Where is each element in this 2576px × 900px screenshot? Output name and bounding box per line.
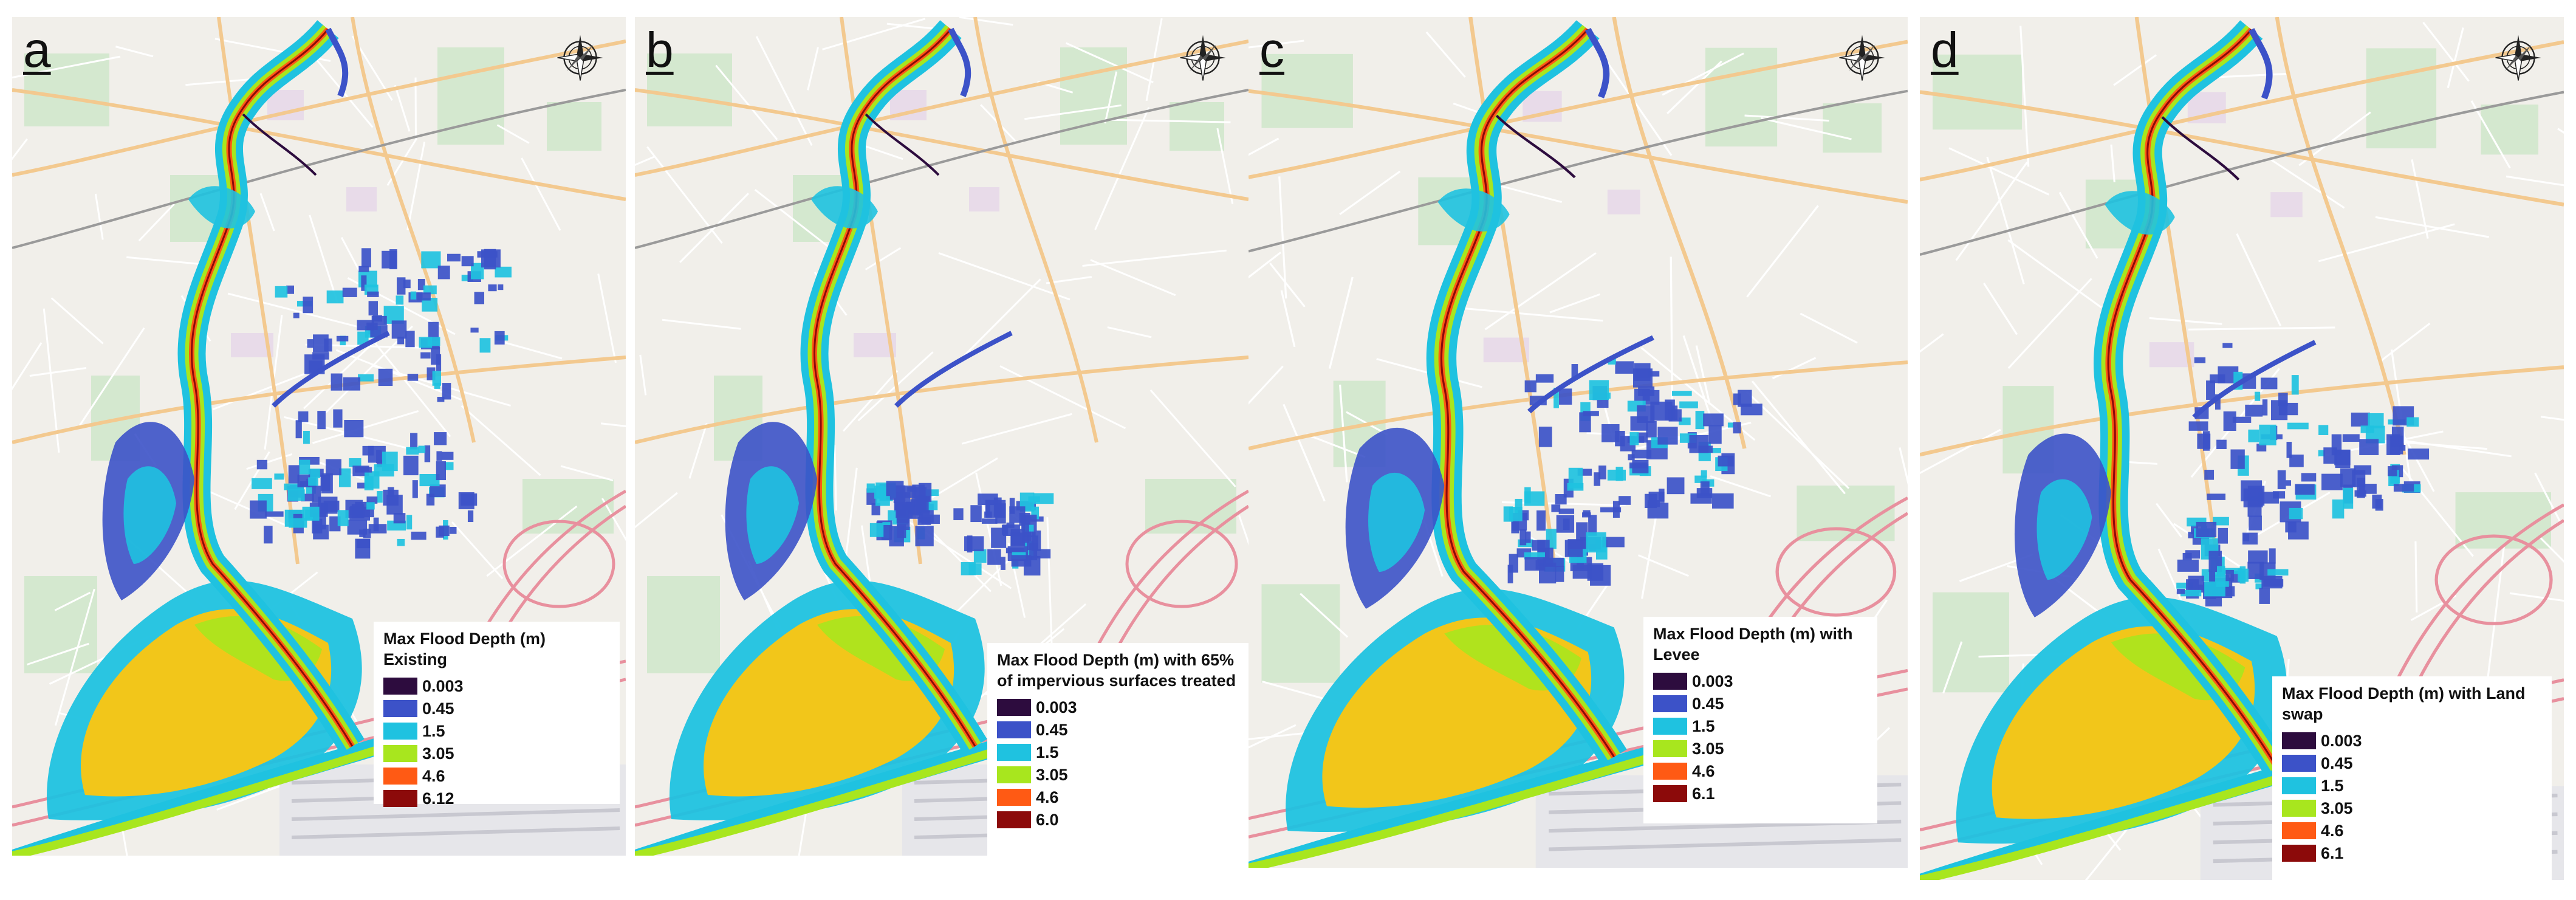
- legend-row: 0.45: [1653, 693, 1868, 715]
- legend-value: 0.45: [2321, 754, 2353, 772]
- legend-a: Max Flood Depth (m) Existing 0.003 0.45 1.…: [374, 622, 620, 808]
- legend-value: 4.6: [1692, 761, 1715, 780]
- legend-value: 0.45: [1692, 694, 1724, 713]
- legend-row: 0.45: [2282, 752, 2542, 775]
- legend-row: 0.003: [997, 696, 1239, 719]
- legend-value: 4.6: [2321, 821, 2344, 840]
- legend-title-c: Max Flood Depth (m) with Levee: [1653, 625, 1853, 664]
- legend-swatch: [2282, 845, 2316, 862]
- legend-row: 0.45: [383, 698, 610, 720]
- legend-value: 0.45: [422, 699, 454, 718]
- legend-row: 1.5: [1653, 715, 1868, 738]
- legend-swatch: [1653, 718, 1687, 735]
- legend-swatch: [2282, 777, 2316, 794]
- legend-row: 6.1: [2282, 842, 2542, 865]
- legend-row: 4.6: [2282, 820, 2542, 842]
- legend-swatch: [997, 699, 1031, 716]
- legend-value: 0.45: [1036, 720, 1068, 739]
- legend-row: 0.003: [383, 675, 610, 698]
- legend-swatch: [1653, 785, 1687, 802]
- legend-swatch: [383, 700, 417, 717]
- map-panel-a: a Max Flood Depth (m) Existing 0.003 0.45…: [12, 17, 626, 856]
- legend-swatch: [2282, 822, 2316, 839]
- legend-swatch: [2282, 732, 2316, 749]
- legend-swatch: [997, 744, 1031, 761]
- legend-value: 3.05: [2321, 799, 2353, 817]
- legend-swatch: [383, 790, 417, 807]
- basemap-c: [1249, 17, 1908, 868]
- legend-swatch: [997, 811, 1031, 828]
- basemap-b: [635, 17, 1249, 856]
- map-panel-b: b Max Flood Depth (m) with 65% of imperv…: [635, 17, 1249, 856]
- panel-label-c: c: [1259, 22, 1284, 78]
- legend-swatch: [1653, 695, 1687, 712]
- legend-b: Max Flood Depth (m) with 65% of impervio…: [987, 643, 1249, 856]
- legend-row: 0.003: [1653, 670, 1868, 693]
- panel-label-d: d: [1931, 22, 1959, 78]
- legend-title-b: Max Flood Depth (m) with 65% of impervio…: [997, 651, 1236, 690]
- legend-value: 3.05: [1036, 765, 1068, 784]
- legend-row: 0.003: [2282, 730, 2542, 752]
- legend-row: 6.12: [383, 788, 610, 810]
- legend-row: 1.5: [997, 741, 1239, 764]
- legend-value: 4.6: [422, 766, 445, 785]
- legend-value: 4.6: [1036, 788, 1059, 806]
- basemap-a: [12, 17, 626, 856]
- legend-row: 1.5: [2282, 775, 2542, 797]
- legend-swatch: [383, 678, 417, 695]
- legend-value: 1.5: [1036, 743, 1059, 761]
- legend-value: 6.1: [1692, 784, 1715, 803]
- legend-row: 4.6: [383, 765, 610, 788]
- legend-swatch: [383, 723, 417, 740]
- compass-rose-icon: [1839, 35, 1885, 81]
- compass-rose-icon: [2495, 35, 2541, 81]
- legend-swatch: [997, 721, 1031, 738]
- compass-rose-icon: [1180, 35, 1226, 81]
- legend-swatch: [383, 768, 417, 785]
- legend-row: 4.6: [1653, 760, 1868, 783]
- legend-row: 3.05: [1653, 738, 1868, 760]
- legend-title-a: Max Flood Depth (m) Existing: [383, 630, 546, 668]
- legend-swatch: [997, 789, 1031, 806]
- map-panel-c: c Max Flood Depth (m) with Levee 0.003 0.…: [1249, 17, 1908, 868]
- panel-label-b: b: [646, 22, 674, 78]
- legend-value: 0.003: [1036, 698, 1077, 716]
- legend-value: 3.05: [422, 744, 454, 763]
- legend-swatch: [1653, 740, 1687, 757]
- legend-swatch: [1653, 673, 1687, 690]
- legend-row: 6.0: [997, 809, 1239, 831]
- legend-title-d: Max Flood Depth (m) with Land swap: [2282, 684, 2526, 723]
- legend-swatch: [1653, 763, 1687, 780]
- panel-label-a: a: [23, 22, 51, 78]
- legend-row: 3.05: [383, 743, 610, 765]
- map-panel-d: d Max Flood Depth (m) with Land swap 0.0…: [1920, 17, 2564, 880]
- compass-rose-icon: [557, 35, 603, 81]
- legend-row: 1.5: [383, 720, 610, 743]
- legend-d: Max Flood Depth (m) with Land swap 0.003…: [2272, 676, 2552, 880]
- legend-value: 3.05: [1692, 739, 1724, 758]
- legend-swatch: [997, 766, 1031, 783]
- legend-value: 0.003: [422, 676, 464, 695]
- legend-row: 4.6: [997, 786, 1239, 809]
- legend-value: 1.5: [2321, 776, 2344, 795]
- legend-swatch: [383, 745, 417, 762]
- legend-row: 3.05: [997, 764, 1239, 786]
- legend-value: 6.12: [422, 789, 454, 808]
- legend-c: Max Flood Depth (m) with Levee 0.003 0.45…: [1643, 617, 1877, 823]
- legend-row: 0.45: [997, 719, 1239, 741]
- legend-value: 6.1: [2321, 843, 2344, 862]
- legend-value: 1.5: [422, 721, 445, 740]
- legend-swatch: [2282, 755, 2316, 772]
- legend-swatch: [2282, 800, 2316, 817]
- legend-value: 0.003: [1692, 672, 1733, 690]
- legend-row: 3.05: [2282, 797, 2542, 820]
- legend-value: 1.5: [1692, 716, 1715, 735]
- legend-value: 6.0: [1036, 810, 1059, 829]
- legend-row: 6.1: [1653, 783, 1868, 805]
- legend-value: 0.003: [2321, 731, 2362, 750]
